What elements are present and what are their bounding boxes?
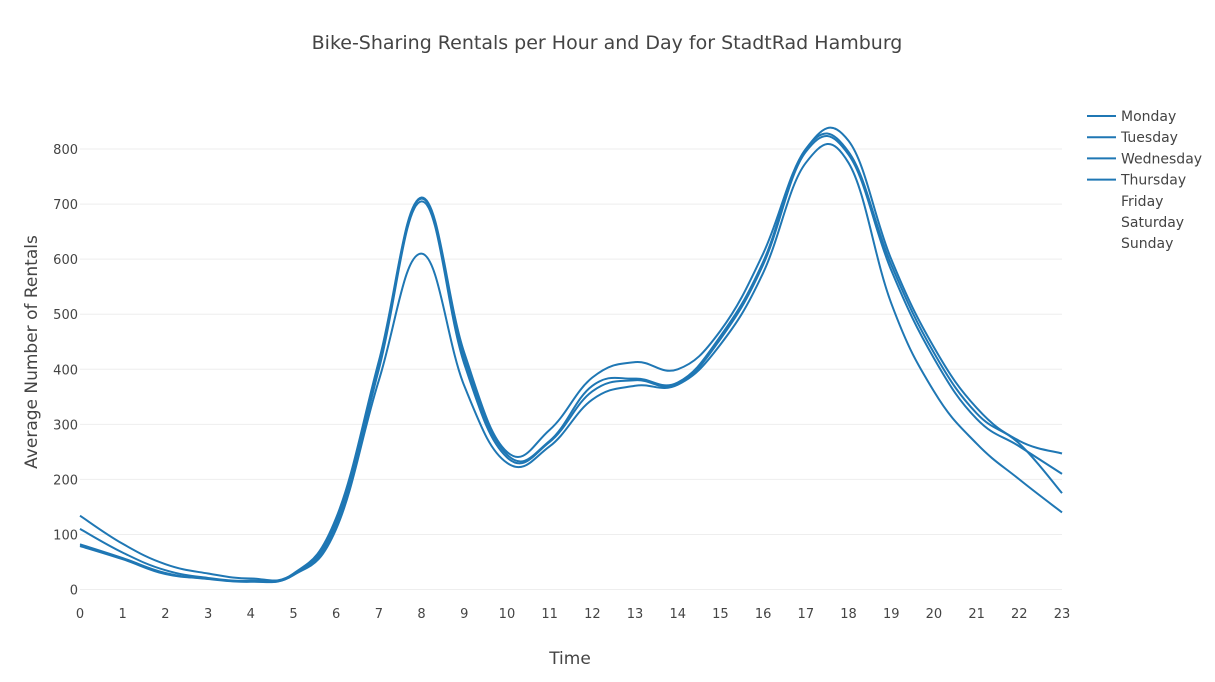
x-tick-label: 7 — [375, 607, 383, 622]
chart-title: Bike-Sharing Rentals per Hour and Day fo… — [312, 32, 903, 54]
x-tick-label: 15 — [712, 607, 729, 622]
x-tick-label: 8 — [417, 607, 425, 622]
y-tick-label: 100 — [53, 528, 78, 543]
x-tick-label: 14 — [669, 607, 686, 622]
x-tick-label: 16 — [755, 607, 772, 622]
x-tick-label: 5 — [289, 607, 297, 622]
legend-item-saturday[interactable]: Saturday — [1121, 215, 1184, 231]
y-axis-ticks: 0 100 200 300 400 500 600 700 800 — [53, 143, 78, 598]
x-tick-label: 9 — [460, 607, 468, 622]
legend-item-sunday[interactable]: Sunday — [1121, 236, 1173, 252]
x-axis-title: Time — [548, 649, 591, 669]
x-tick-label: 2 — [161, 607, 169, 622]
y-axis-title: Average Number of Rentals — [22, 235, 42, 469]
legend-item-tuesday[interactable]: Tuesday — [1120, 130, 1178, 146]
y-tick-label: 300 — [53, 418, 78, 433]
x-tick-label: 12 — [584, 607, 601, 622]
y-tick-label: 200 — [53, 473, 78, 488]
y-tick-label: 0 — [70, 583, 78, 598]
y-tick-label: 500 — [53, 308, 78, 323]
x-tick-label: 22 — [1011, 607, 1028, 622]
x-tick-label: 6 — [332, 607, 340, 622]
x-tick-label: 23 — [1054, 607, 1071, 622]
x-tick-label: 19 — [883, 607, 900, 622]
legend: Monday Tuesday Wednesday Thursday Friday Satu… — [1087, 109, 1202, 252]
series-line-monday — [79, 143, 1063, 584]
x-tick-label: 0 — [76, 607, 84, 622]
x-tick-label: 10 — [499, 607, 516, 622]
x-tick-label: 13 — [627, 607, 644, 622]
x-tick-label: 1 — [119, 607, 127, 622]
x-tick-label: 18 — [840, 607, 857, 622]
x-tick-label: 3 — [204, 607, 212, 622]
x-tick-label: 20 — [926, 607, 943, 622]
y-tick-label: 700 — [53, 198, 78, 213]
y-tick-label: 400 — [53, 363, 78, 378]
series-line-thursday — [79, 126, 1063, 582]
legend-item-thursday[interactable]: Thursday — [1120, 173, 1186, 189]
y-tick-label: 600 — [53, 253, 78, 268]
x-axis-ticks: 0 1 2 3 4 5 6 7 8 9 10 11 12 13 14 15 16 17 18 19 20 21 22 23 — [76, 607, 1070, 622]
x-tick-label: 11 — [541, 607, 558, 622]
x-tick-label: 17 — [798, 607, 815, 622]
y-tick-label: 800 — [53, 143, 78, 158]
x-tick-label: 4 — [247, 607, 255, 622]
x-tick-label: 21 — [968, 607, 985, 622]
legend-item-friday[interactable]: Friday — [1121, 194, 1163, 210]
series-lines — [79, 126, 1063, 584]
legend-item-monday[interactable]: Monday — [1121, 109, 1176, 125]
series-line-wednesday — [79, 132, 1063, 583]
legend-item-wednesday[interactable]: Wednesday — [1121, 151, 1202, 167]
gridlines — [80, 148, 1062, 590]
